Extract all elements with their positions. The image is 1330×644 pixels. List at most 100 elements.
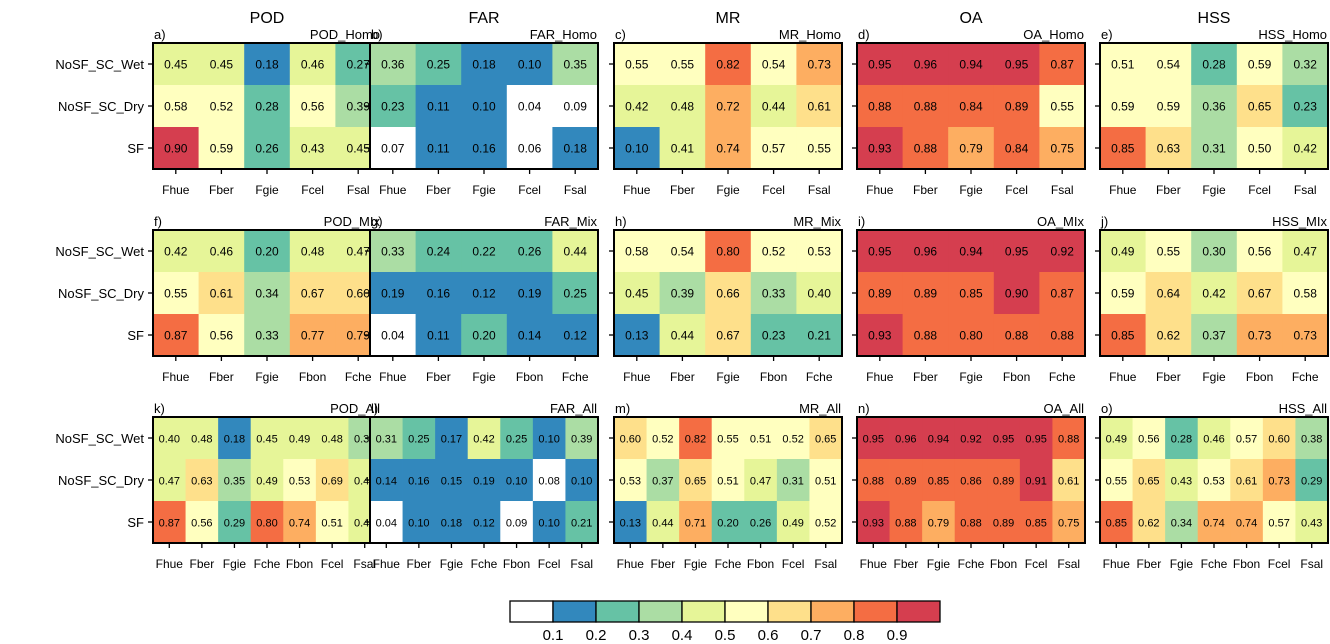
- heatmap-cell: [1145, 314, 1192, 357]
- heatmap-cell: [1019, 501, 1053, 544]
- x-tick-label: Fhue: [860, 557, 888, 571]
- cell-value-label: 0.25: [564, 287, 588, 301]
- cell-value-label: 0.34: [1171, 518, 1192, 530]
- cell-value-label: 0.46: [301, 58, 325, 72]
- heatmap-cell: [1282, 43, 1329, 86]
- x-tick-label: Fbon: [516, 370, 543, 384]
- heatmap-cell: [679, 417, 713, 460]
- x-tick-label: Fche: [345, 370, 372, 384]
- row-label: NoSF_SC_Wet: [55, 244, 144, 259]
- cell-value-label: 0.85: [959, 287, 983, 301]
- cell-value-label: 0.53: [289, 476, 310, 488]
- x-tick-label: Fcel: [321, 557, 344, 571]
- x-tick-label: Fgie: [255, 370, 279, 384]
- cell-value-label: 0.64: [1157, 287, 1181, 301]
- colorbar-box: [767, 600, 812, 623]
- heatmap-cell: [922, 501, 956, 544]
- cell-value-label: 0.09: [564, 100, 588, 114]
- cell-value-label: 0.11: [427, 100, 450, 114]
- x-tick-label: Fsal: [1057, 557, 1080, 571]
- x-tick-label: Fber: [670, 183, 695, 197]
- heatmap-cell: [902, 43, 949, 86]
- heatmap-cell: [1191, 230, 1238, 273]
- cell-value-label: 0.61: [1058, 476, 1079, 488]
- heatmap-cell: [370, 459, 403, 502]
- heatmap-cell: [679, 501, 713, 544]
- cell-value-label: 0.93: [868, 142, 892, 156]
- heatmap-cell: [705, 127, 752, 170]
- cell-value-label: 0.12: [564, 329, 588, 343]
- cell-value-label: 0.58: [1294, 287, 1318, 301]
- cell-value-label: 0.16: [408, 476, 429, 488]
- heatmap-cell: [614, 314, 660, 357]
- row-label: NoSF_SC_Dry: [58, 473, 144, 488]
- colorbar-tick-label: 0.2: [586, 627, 607, 644]
- heatmap-cell: [1165, 501, 1199, 544]
- cell-value-label: 0.92: [1051, 245, 1075, 259]
- cell-value-label: 0.66: [716, 287, 740, 301]
- heatmap-cell: [922, 417, 956, 460]
- cell-value-label: 0.60: [1268, 434, 1289, 446]
- heatmap-cell: [857, 314, 903, 357]
- heatmap-cell: [857, 501, 890, 544]
- cell-value-label: 0.40: [159, 434, 180, 446]
- heatmap-cell: [954, 417, 988, 460]
- x-tick-label: Fcel: [538, 557, 561, 571]
- colorbar-box: [724, 600, 769, 623]
- heatmap-cell: [1145, 43, 1192, 86]
- colorbar-tick-label: 0.3: [629, 627, 650, 644]
- cell-value-label: 0.33: [255, 329, 279, 343]
- colorbar-tick-label: 0.7: [801, 627, 822, 644]
- heatmap-cell: [1100, 127, 1146, 170]
- heatmap-cell: [796, 43, 843, 86]
- heatmap-cell: [185, 459, 219, 502]
- heatmap-cell: [1039, 272, 1086, 315]
- cell-value-label: 0.95: [1005, 245, 1029, 259]
- heatmap-cell: [1262, 459, 1296, 502]
- heatmap-cell: [415, 230, 462, 273]
- heatmap-cell: [1282, 85, 1329, 128]
- heatmap-cell: [1236, 127, 1283, 170]
- row-label: SF: [127, 515, 144, 530]
- panel-letter: f): [154, 214, 162, 229]
- cell-value-label: 0.59: [1111, 100, 1135, 114]
- cell-value-label: 0.37: [652, 476, 673, 488]
- cell-value-label: 0.06: [518, 142, 542, 156]
- cell-value-label: 0.42: [625, 100, 649, 114]
- x-tick-label: Fche: [715, 557, 742, 571]
- heatmap-cell: [857, 85, 903, 128]
- cell-value-label: 0.55: [1051, 100, 1075, 114]
- x-tick-label: Fsal: [570, 557, 593, 571]
- cell-value-label: 0.60: [620, 434, 641, 446]
- heatmap-cell: [552, 272, 599, 315]
- cell-value-label: 0.65: [815, 434, 836, 446]
- x-tick-label: Fhue: [379, 370, 407, 384]
- heatmap-cell: [1236, 272, 1283, 315]
- cell-value-label: 0.19: [518, 287, 542, 301]
- heatmap-cell: [283, 459, 317, 502]
- cell-value-label: 0.45: [256, 434, 277, 446]
- cell-value-label: 0.55: [164, 287, 188, 301]
- heatmap-cell: [532, 459, 566, 502]
- cell-value-label: 0.30: [1202, 245, 1226, 259]
- cell-value-label: 0.42: [164, 245, 188, 259]
- heatmap-cell: [250, 459, 284, 502]
- panel-letter: g): [371, 214, 383, 229]
- cell-value-label: 0.85: [1106, 518, 1127, 530]
- heatmap-cell: [857, 127, 903, 170]
- x-tick-label: Fbon: [1003, 370, 1030, 384]
- colorbar-box: [896, 600, 941, 623]
- colorbar-tick-label: 0.8: [844, 627, 865, 644]
- heatmap-cell: [750, 43, 797, 86]
- cell-value-label: 0.73: [1268, 476, 1289, 488]
- heatmap-cell: [244, 272, 291, 315]
- cell-value-label: 0.56: [191, 518, 212, 530]
- panel-title-mr-mix: MR_Mix: [793, 214, 841, 229]
- heatmap-cell: [250, 417, 284, 460]
- heatmap-cell: [1132, 417, 1166, 460]
- x-tick-label: Fhue: [623, 370, 651, 384]
- cell-value-label: 0.73: [808, 58, 832, 72]
- x-tick-label: Fbon: [299, 370, 326, 384]
- heatmap-cell: [614, 85, 660, 128]
